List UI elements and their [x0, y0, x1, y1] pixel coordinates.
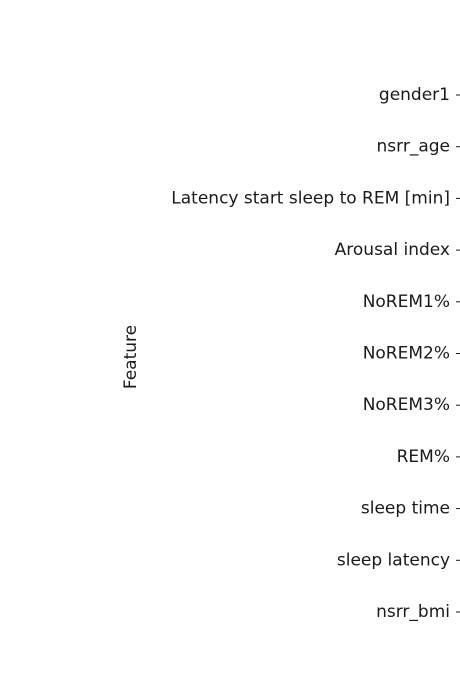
y-tick-label: Arousal index: [335, 240, 450, 260]
y-tick-label: Latency start sleep to REM [min]: [171, 188, 450, 208]
y-tick-label: NoREM2%: [363, 344, 450, 364]
y-axis-label: Feature: [121, 325, 141, 389]
y-tick-label: nsrr_bmi: [376, 602, 450, 622]
y-tick-label: NoREM1%: [363, 292, 450, 312]
y-tick-label: sleep latency: [337, 550, 450, 570]
y-tick-label: gender1: [379, 85, 450, 105]
y-tick-label: nsrr_age: [377, 137, 450, 157]
y-tick-label: REM%: [397, 447, 450, 467]
y-axis: gender1 nsrr_age Latency start sleep to RE…: [171, 85, 460, 622]
y-tick-label: sleep time: [361, 499, 450, 519]
y-tick-label: NoREM3%: [363, 395, 450, 415]
